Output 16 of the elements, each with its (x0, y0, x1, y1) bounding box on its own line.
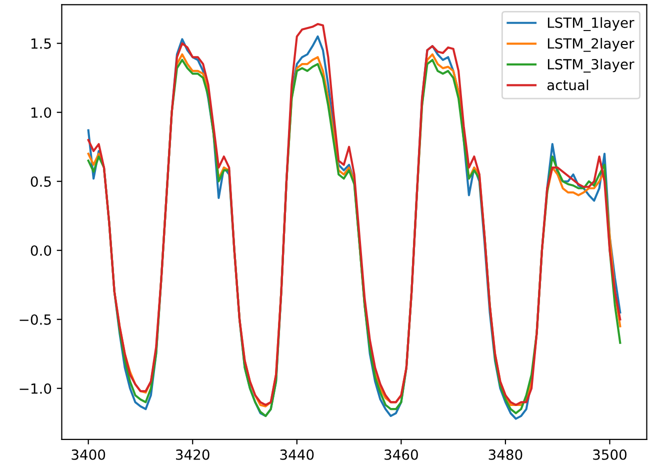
legend-label: LSTM_3layer (548, 58, 634, 73)
legend-label: actual (547, 80, 588, 90)
x-tick-label: 3460 (384, 449, 418, 460)
y-tick-label: −1.0 (20, 383, 52, 394)
y-tick-label: 0.5 (30, 176, 51, 187)
x-tick-label: 3480 (488, 449, 522, 460)
y-tick-label: 1.5 (31, 38, 51, 49)
x-tick-label: 3400 (72, 449, 106, 460)
y-tick-label: 1.0 (31, 107, 52, 118)
legend-label: LSTM_1layer (548, 17, 634, 32)
x-tick-label: 3500 (593, 449, 626, 460)
legend-label: LSTM_2layer (548, 38, 634, 52)
x-tick-label: 3420 (176, 449, 210, 460)
x-tick-label: 3440 (280, 449, 314, 460)
y-tick-label: −0.5 (20, 314, 51, 325)
y-tick-label: 0.0 (30, 245, 52, 256)
